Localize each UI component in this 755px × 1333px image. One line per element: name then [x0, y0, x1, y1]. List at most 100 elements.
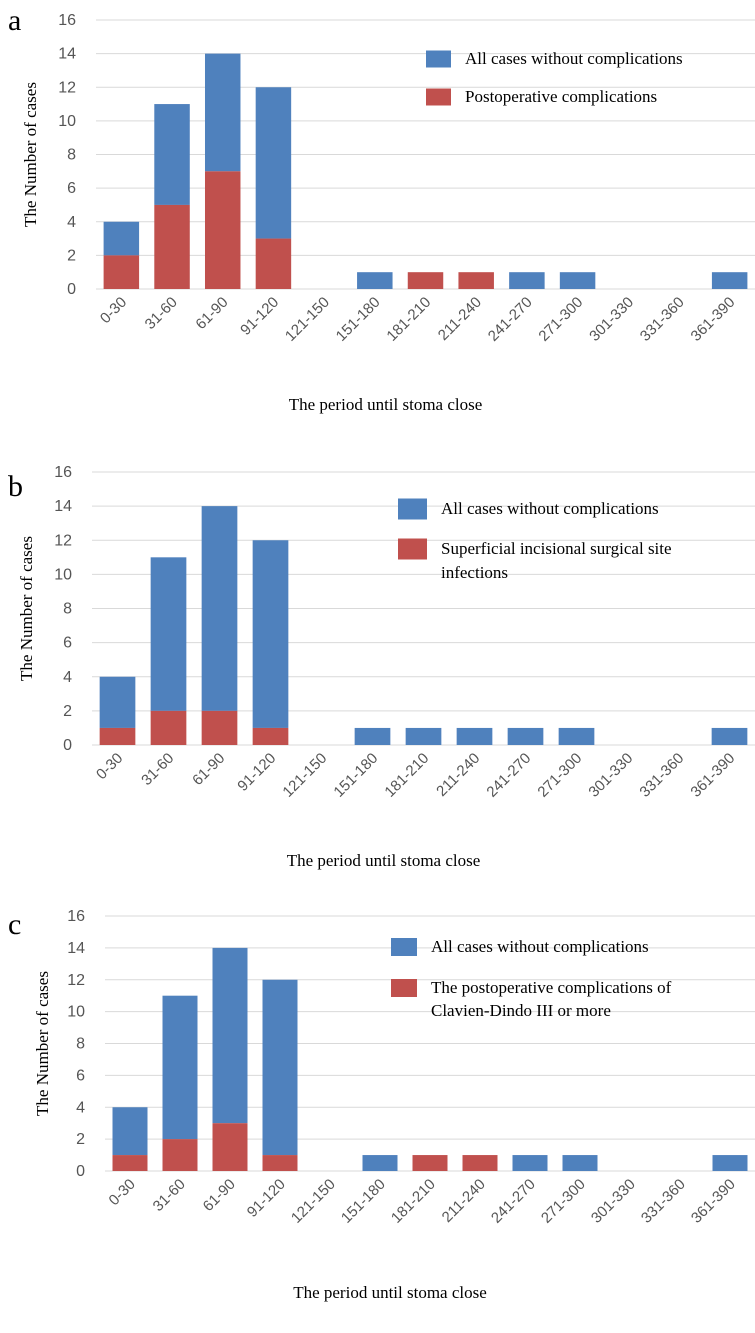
panel-a-x-tick-label: 0-30	[97, 294, 130, 327]
panel-b-x-tick-label: 331-360	[636, 750, 687, 801]
panel-a-legend-label: All cases without complications	[465, 49, 683, 68]
panel-b-y-tick-label: 4	[63, 669, 72, 686]
panel-b-bar-without-complications	[201, 506, 238, 711]
panel-b-bar-without-complications	[99, 676, 136, 728]
panel-b-y-tick-label: 16	[54, 464, 72, 481]
panel-b-y-tick-label: 6	[63, 635, 72, 652]
panel-a-x-tick-label: 121-150	[282, 294, 333, 345]
panel-a-bar-without-complications	[255, 87, 292, 239]
panel-c-y-axis-title: The Number of cases	[33, 971, 52, 1116]
panel-c-bar-without-complications	[262, 979, 298, 1156]
panel-b-x-tick-label: 301-330	[585, 750, 636, 801]
panel-b-y-axis-title: The Number of cases	[17, 536, 36, 681]
panel-a-x-tick-label: 61-90	[192, 294, 231, 333]
panel-a-bar-complications	[154, 204, 190, 289]
panel-b-x-tick-label: 361-390	[687, 750, 738, 801]
panel-c-y-tick-label: 4	[76, 1099, 85, 1116]
panel-b-y-tick-label: 14	[54, 498, 72, 515]
panel-c-x-tick-label: 211-240	[439, 1176, 489, 1226]
panel-a-bar-without-complications	[711, 272, 748, 289]
panel-b-legend-label: All cases without complications	[441, 499, 659, 518]
panel-c-bar-complications	[212, 1123, 248, 1171]
panel-c-bar-complications	[262, 1155, 298, 1171]
panel-c-x-tick-label: 361-390	[688, 1176, 739, 1227]
panel-c-y-tick-label: 8	[76, 1036, 85, 1053]
panel-c-x-tick-label: 241-270	[488, 1176, 539, 1227]
panel-a-x-tick-label: 361-390	[688, 294, 739, 345]
panel-a-y-tick-label: 4	[67, 214, 76, 231]
panel-b-bar-without-complications	[711, 727, 748, 745]
panel-b-bar-without-complications	[456, 727, 493, 745]
panel-b-x-tick-label: 91-120	[234, 750, 279, 795]
panel-c-y-tick-label: 6	[76, 1067, 85, 1084]
panel-c-legend-swatch	[391, 979, 417, 997]
panel-b-bar-without-complications	[507, 727, 544, 745]
panel-b-y-tick-label: 12	[54, 532, 72, 549]
panel-c-legend-swatch	[391, 938, 417, 956]
panel-b-y-tick-label: 10	[54, 566, 72, 583]
panel-a-x-tick-label: 301-330	[586, 294, 637, 345]
panel-a-bar-complications	[407, 272, 444, 289]
panel-b-bar-without-complications	[405, 727, 442, 745]
panel-a-y-tick-label: 8	[67, 147, 76, 164]
panel-b-x-tick-label: 271-300	[534, 750, 585, 801]
panel-a-x-tick-label: 241-270	[485, 294, 536, 345]
panel-a-x-tick-label: 151-180	[333, 294, 384, 345]
panel-c-bar-without-complications	[562, 1155, 598, 1171]
panel-c-bar-complications	[112, 1155, 148, 1171]
panel-c-bar-without-complications	[712, 1155, 748, 1171]
panel-b-legend-label: Superficial incisional surgical site	[441, 539, 672, 558]
panel-c-bar-complications	[162, 1139, 198, 1171]
panel-b-x-tick-label: 241-270	[483, 750, 534, 801]
panel-a-y-axis-title: The Number of cases	[21, 82, 40, 227]
panel-a-x-axis-title: The period until stoma close	[289, 395, 483, 414]
panel-b-letter: b	[8, 470, 23, 503]
panel-a-y-tick-label: 10	[58, 113, 76, 130]
panel-c-x-tick-label: 91-120	[244, 1176, 289, 1221]
panel-b-legend-swatch	[398, 538, 427, 560]
panel-a-y-tick-label: 16	[58, 12, 76, 29]
panel-c-y-tick-label: 0	[76, 1163, 85, 1180]
panel-a-bar-complications	[255, 238, 292, 289]
panel-c-x-tick-label: 31-60	[150, 1176, 189, 1215]
panel-a-bar-complications	[458, 272, 494, 289]
panel-c-bar-without-complications	[362, 1155, 398, 1171]
panel-b-x-tick-label: 31-60	[138, 750, 177, 789]
panel-a-y-tick-label: 12	[58, 79, 76, 96]
panel-b-y-tick-label: 8	[63, 601, 72, 618]
panel-a-x-tick-label: 271-300	[535, 294, 586, 345]
panel-a-bar-without-complications	[204, 53, 241, 172]
panel-b-bar-without-complications	[558, 727, 595, 745]
panel-a-y-tick-label: 14	[58, 46, 76, 63]
panel-b-bar-without-complications	[150, 557, 187, 711]
panel-c-legend-label: Clavien-Dindo III or more	[431, 1001, 611, 1020]
panel-a-y-tick-label: 0	[67, 281, 76, 298]
panel-b-y-tick-label: 2	[63, 703, 72, 720]
panel-c-x-tick-label: 121-150	[288, 1176, 339, 1227]
panel-c-y-tick-label: 16	[67, 908, 85, 925]
panel-c-x-tick-label: 271-300	[538, 1176, 589, 1227]
panel-c-x-tick-label: 181-210	[388, 1176, 439, 1227]
panel-a-legend-label: Postoperative complications	[465, 87, 657, 106]
panel-c-y-tick-label: 10	[67, 1004, 85, 1021]
panel-b-x-tick-label: 151-180	[330, 750, 381, 801]
panel-c-x-tick-label: 61-90	[200, 1176, 239, 1215]
panel-c-bar-complications	[462, 1155, 498, 1171]
panel-a-x-tick-label: 91-120	[237, 294, 282, 339]
panel-a-bar-without-complications	[357, 272, 393, 289]
panel-c-bar-without-complications	[212, 947, 248, 1124]
panel-a-bar-without-complications	[103, 221, 140, 256]
panel-c-legend-label: The postoperative complications of	[431, 978, 672, 997]
panel-a-x-tick-label: 331-360	[637, 294, 688, 345]
panel-b-bar-without-complications	[354, 727, 391, 745]
panel-c-x-tick-label: 151-180	[338, 1176, 389, 1227]
panel-b-x-tick-label: 0-30	[93, 750, 126, 783]
panel-c-bar-without-complications	[112, 1107, 148, 1156]
panel-a-x-tick-label: 181-210	[383, 294, 434, 345]
panel-b-bar-without-complications	[252, 540, 289, 728]
panel-a-x-tick-label: 211-240	[435, 294, 485, 344]
panel-b-x-tick-label: 61-90	[189, 750, 228, 789]
panel-c-y-tick-label: 2	[76, 1131, 85, 1148]
panel-c-legend-label: All cases without complications	[431, 937, 649, 956]
panel-a-y-tick-label: 6	[67, 180, 76, 197]
